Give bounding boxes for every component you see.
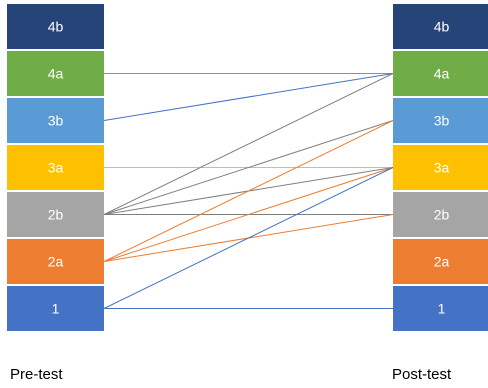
transition-links	[103, 73, 394, 309]
pre-box-4a	[7, 51, 104, 96]
post-label-2b: 2b	[434, 207, 450, 223]
post-box-4a	[393, 51, 488, 96]
link-1-to-3a	[103, 167, 394, 309]
link-3b-to-4a	[103, 73, 394, 121]
post-label-3b: 3b	[434, 113, 450, 129]
post-label-4a: 4a	[434, 66, 450, 82]
pre-box-3a	[7, 145, 104, 190]
pre-test-title: Pre-test	[10, 366, 63, 383]
post-box-2a	[393, 239, 488, 284]
link-2b-to-4a	[103, 73, 394, 215]
post-label-1: 1	[438, 301, 446, 317]
pre-box-2a	[7, 239, 104, 284]
pre-box-4b	[7, 4, 104, 49]
pre-label-3b: 3b	[48, 113, 64, 129]
pre-label-1: 1	[52, 301, 60, 317]
post-test-column: 4b 4a 3b 3a 2b 2a 1	[393, 4, 488, 331]
post-box-3b	[393, 98, 488, 143]
post-label-2a: 2a	[434, 254, 450, 270]
pre-box-3b	[7, 98, 104, 143]
pre-box-1	[7, 286, 104, 331]
link-2a-to-3b	[103, 120, 394, 262]
pre-label-2a: 2a	[48, 254, 64, 270]
link-2a-to-3a	[103, 167, 394, 262]
pre-label-3a: 3a	[48, 160, 64, 176]
pre-label-4b: 4b	[48, 19, 64, 35]
pre-label-2b: 2b	[48, 207, 64, 223]
link-2b-to-3b	[103, 120, 394, 215]
pre-test-column: 4b 4a 3b 3a 2b 2a 1	[7, 4, 104, 331]
post-box-2b	[393, 192, 488, 237]
post-box-1	[393, 286, 488, 331]
post-box-3a	[393, 145, 488, 190]
post-box-4b	[393, 4, 488, 49]
post-label-3a: 3a	[434, 160, 450, 176]
post-test-title: Post-test	[392, 366, 452, 383]
pre-box-2b	[7, 192, 104, 237]
pre-label-4a: 4a	[48, 66, 64, 82]
transition-diagram: 4b 4a 3b 3a 2b 2a 1 4b 4a 3b 3a 2b 2a 1	[7, 4, 488, 331]
post-label-4b: 4b	[434, 19, 450, 35]
